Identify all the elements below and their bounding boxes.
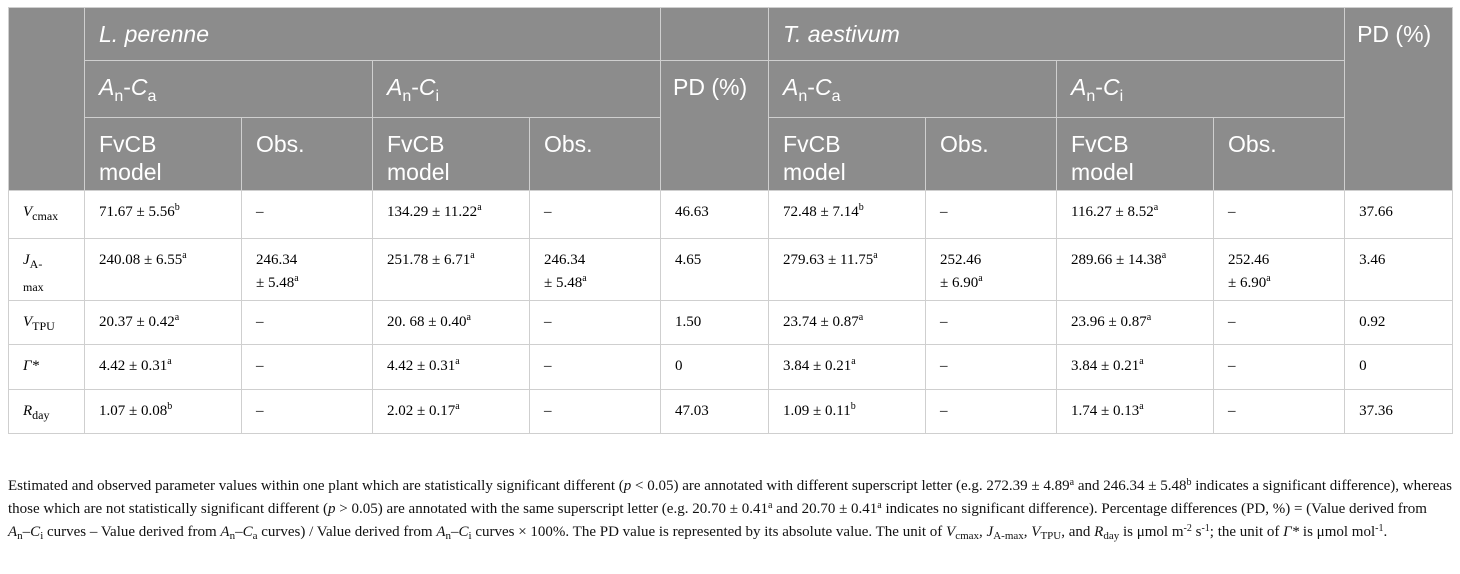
table-cell: 37.66 bbox=[1344, 190, 1454, 239]
curve-header-ta-ci: An-Ci bbox=[1056, 60, 1346, 118]
table-cell: 4.65 bbox=[660, 238, 770, 301]
table-cell: 20. 68 ± 0.40a bbox=[372, 300, 530, 345]
table-cell: 240.08 ± 6.55a bbox=[84, 238, 242, 301]
fvcb-header: FvCB model bbox=[372, 117, 530, 191]
table-row: VTPU 20.37 ± 0.42a – 20. 68 ± 0.40a – 1.… bbox=[8, 300, 1454, 345]
fvcb-header: FvCB model bbox=[84, 117, 242, 191]
table-cell: 1.50 bbox=[660, 300, 770, 345]
table-cell: – bbox=[925, 344, 1058, 390]
table-cell: 1.09 ± 0.11b bbox=[768, 389, 927, 434]
header-row-curves: An-Ca An-Ci PD (%) An-Ca An-Ci bbox=[9, 60, 1453, 191]
table-cell: 252.46 ± 6.90a bbox=[1213, 238, 1346, 301]
table-cell: – bbox=[528, 389, 662, 434]
param-header-cell bbox=[8, 7, 85, 191]
table-cell: – bbox=[1213, 190, 1346, 239]
plant-header-spacer bbox=[660, 7, 770, 61]
table-cell: 1.74 ± 0.13a bbox=[1056, 389, 1215, 434]
table-row: JA-max 240.08 ± 6.55a 246.34 ± 5.48a 251.… bbox=[8, 238, 1454, 301]
table-cell: 3.84 ± 0.21a bbox=[1056, 344, 1215, 390]
table-row: Rday 1.07 ± 0.08b – 2.02 ± 0.17a – 47.03… bbox=[8, 389, 1454, 434]
table-cell: 23.74 ± 0.87a bbox=[768, 300, 927, 345]
table-cell: – bbox=[241, 300, 373, 345]
table-cell: 134.29 ± 11.22a bbox=[372, 190, 530, 239]
plant-header-l-perenne: L. perenne bbox=[83, 7, 662, 61]
table-cell: – bbox=[1213, 389, 1346, 434]
obs-header: Obs. bbox=[528, 117, 662, 191]
table-cell: 0.92 bbox=[1344, 300, 1454, 345]
param-name: Vcmax bbox=[8, 190, 85, 239]
table-cell: 4.42 ± 0.31a bbox=[372, 344, 530, 390]
table-cell: 251.78 ± 6.71a bbox=[372, 238, 530, 301]
table-cell: 3.84 ± 0.21a bbox=[768, 344, 927, 390]
param-name: Γ* bbox=[8, 344, 85, 390]
plant-header-t-aestivum: T. aestivum bbox=[768, 7, 1346, 61]
table-cell: 279.63 ± 11.75a bbox=[768, 238, 927, 301]
param-name: Rday bbox=[8, 389, 85, 434]
table-cell: 1.07 ± 0.08b bbox=[84, 389, 242, 434]
table-cell: 23.96 ± 0.87a bbox=[1056, 300, 1215, 345]
table-cell: 289.66 ± 14.38a bbox=[1056, 238, 1215, 301]
param-name: VTPU bbox=[8, 300, 85, 345]
table-cell: 2.02 ± 0.17a bbox=[372, 389, 530, 434]
table-cell: 20.37 ± 0.42a bbox=[84, 300, 242, 345]
header-row-sources: FvCB model Obs. FvCB model Obs. FvCB model … bbox=[9, 117, 1453, 191]
table-cell: – bbox=[925, 300, 1058, 345]
fvcb-header: FvCB model bbox=[768, 117, 927, 191]
curve-header-lp-ci: An-Ci bbox=[371, 60, 662, 118]
table-cell: – bbox=[528, 190, 662, 239]
table-cell: – bbox=[241, 389, 373, 434]
table-cell: 0 bbox=[1344, 344, 1454, 390]
table-cell: 71.67 ± 5.56b bbox=[84, 190, 242, 239]
header-row-plants: L. perenne T. aestivum PD (%) bbox=[8, 7, 1454, 191]
table-cell: – bbox=[241, 190, 373, 239]
table-cell: 4.42 ± 0.31a bbox=[84, 344, 242, 390]
parameter-table: L. perenne T. aestivum PD (%) An-Ca An-C… bbox=[8, 7, 1454, 434]
table-cell: 246.34 ± 5.48a bbox=[528, 238, 662, 301]
table-cell: 47.03 bbox=[660, 389, 770, 434]
table-cell: – bbox=[528, 300, 662, 345]
curve-header-lp-ca: An-Ca bbox=[84, 60, 373, 118]
table-container: L. perenne T. aestivum PD (%) An-Ca An-C… bbox=[8, 7, 1454, 434]
table-cell: 3.46 bbox=[1344, 238, 1454, 301]
table-cell: – bbox=[528, 344, 662, 390]
table-cell: 37.36 bbox=[1344, 389, 1454, 434]
table-cell: – bbox=[925, 389, 1058, 434]
pd-header-lp: PD (%) bbox=[660, 60, 770, 191]
curve-header-ta-ca: An-Ca bbox=[768, 60, 1058, 118]
table-cell: 116.27 ± 8.52a bbox=[1056, 190, 1215, 239]
table-cell: – bbox=[241, 344, 373, 390]
obs-header: Obs. bbox=[1213, 117, 1346, 191]
obs-header: Obs. bbox=[925, 117, 1058, 191]
table-cell: 246.34 ± 5.48a bbox=[241, 238, 373, 301]
table-cell: 72.48 ± 7.14b bbox=[768, 190, 927, 239]
table-cell: 0 bbox=[660, 344, 770, 390]
param-name: JA-max bbox=[8, 238, 85, 301]
pd-header-total: PD (%) bbox=[1344, 7, 1454, 191]
table-row: Γ* 4.42 ± 0.31a – 4.42 ± 0.31a – 0 3.84 … bbox=[8, 344, 1454, 390]
table-cell: – bbox=[925, 190, 1058, 239]
table-footnote: Estimated and observed parameter values … bbox=[8, 477, 1452, 542]
table-cell: – bbox=[1213, 344, 1346, 390]
table-cell: 252.46 ± 6.90a bbox=[925, 238, 1058, 301]
table-cell: – bbox=[1213, 300, 1346, 345]
table-cell: 46.63 bbox=[660, 190, 770, 239]
obs-header: Obs. bbox=[241, 117, 373, 191]
table-row: Vcmax 71.67 ± 5.56b – 134.29 ± 11.22a – … bbox=[8, 190, 1454, 239]
fvcb-header: FvCB model bbox=[1056, 117, 1215, 191]
